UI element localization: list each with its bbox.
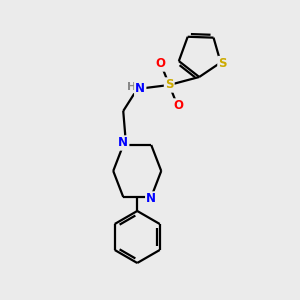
Text: H: H (127, 82, 136, 92)
Text: S: S (165, 79, 173, 92)
Text: O: O (155, 58, 165, 70)
Text: N: N (118, 136, 128, 149)
Text: O: O (173, 100, 183, 112)
Text: N: N (135, 82, 145, 95)
Text: N: N (146, 193, 156, 206)
Text: S: S (218, 57, 227, 70)
